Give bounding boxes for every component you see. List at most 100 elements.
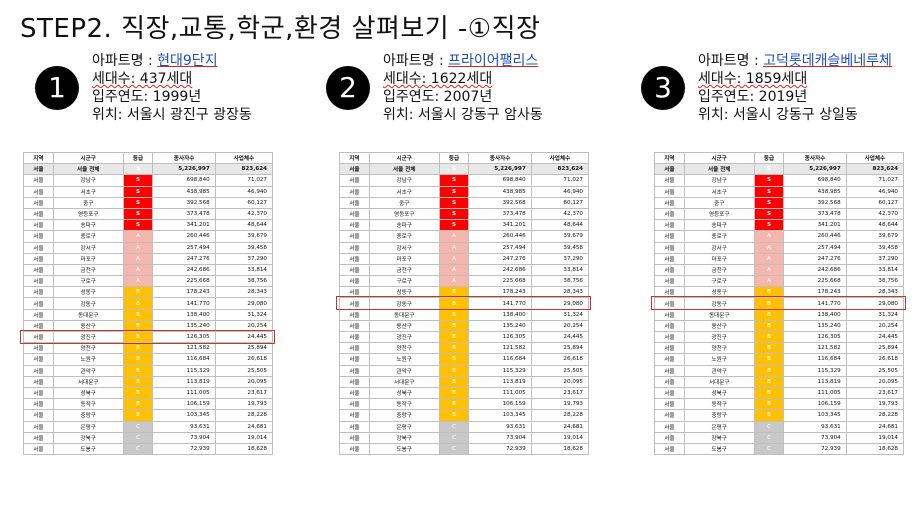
grade-cell: B [122, 342, 154, 355]
table-cell: 서울 [339, 263, 370, 277]
table-cell: 39,458 [530, 241, 590, 254]
table-row: 서울 중랑구 B 103,345 28,228 [23, 409, 274, 422]
table-row: 서울 마포구 A 247,276 37,290 [23, 252, 274, 265]
table-cell: 42,370 [530, 207, 590, 221]
table-row: 서울 성동구 B 178,243 28,343 [339, 286, 590, 299]
table-cell: 서울 [654, 308, 685, 321]
table-cell: 강북구 [368, 431, 440, 444]
households-text: 세대수: 1859세대 [698, 71, 808, 87]
table-header-cell: 시군구 [52, 151, 124, 165]
table-cell: 28,343 [845, 286, 905, 299]
grade-cell: B [438, 342, 470, 355]
table-cell: 서울 [339, 319, 370, 333]
table-row: 서울 강서구 A 257,494 39,458 [23, 241, 274, 254]
table-cell: 46,940 [845, 185, 905, 198]
grade-cell: A [122, 275, 154, 288]
table-cell: 서울 [23, 364, 54, 377]
apartment-name-line: 아파트명 : 현대9단지 [92, 52, 252, 70]
table-cell: 71,027 [845, 174, 905, 187]
grade-cell: A [122, 263, 154, 277]
table-cell: 강동구 [683, 297, 755, 310]
grade-cell: B [753, 364, 785, 377]
table-cell: 강서구 [683, 241, 755, 254]
grade-cell: B [122, 375, 154, 388]
table-cell: 24,445 [845, 330, 905, 344]
table-cell: 29,080 [530, 297, 590, 310]
table-cell: 서울 [654, 241, 685, 254]
apartment-name-link[interactable]: 현대9단지 [157, 53, 218, 69]
table-row: 서울 구로구 A 225,668 38,756 [23, 275, 274, 288]
apartment-info-3: 3 아파트명 : 고덕롯데캐슬베네루체 세대수: 1859세대 입주연도: 2019년… [641, 52, 922, 142]
table-cell: 서울 [654, 263, 685, 277]
table-cell: 종로구 [52, 230, 124, 243]
table-cell: 서울 [654, 420, 685, 433]
table-cell: 341,201 [783, 219, 847, 232]
table-cell: 72,939 [468, 442, 532, 456]
apartment-details: 아파트명 : 현대9단지 세대수: 437세대 입주연도: 1999년 위치: 서울시… [92, 52, 252, 124]
table-cell: 113,819 [152, 375, 216, 388]
table-cell: 29,080 [845, 297, 905, 310]
table-cell: 28,228 [530, 409, 590, 422]
table-cell: 금천구 [368, 263, 440, 277]
grade-cell: B [753, 308, 785, 321]
table-row: 서울 강북구 C 73,904 19,014 [654, 431, 905, 444]
table-row: 서울 종로구 A 260,446 39,679 [23, 230, 274, 243]
table-cell: 중랑구 [683, 409, 755, 422]
table-cell: 38,756 [530, 275, 590, 288]
grade-cell: S [438, 196, 470, 209]
table-cell: 강북구 [683, 431, 755, 444]
table-cell: 서울 [654, 207, 685, 221]
table-cell: 용산구 [683, 319, 755, 333]
grade-cell: A [122, 252, 154, 265]
table-cell: 서울 [23, 353, 54, 366]
table-cell: 823,624 [845, 163, 905, 176]
table-header-cell: 사업체수 [845, 151, 905, 165]
table-cell: 698,840 [152, 174, 216, 187]
table-cell: 서울 [23, 207, 54, 221]
table-cell: 도봉구 [52, 442, 124, 456]
table-row: 서울 성북구 B 111,005 23,617 [23, 386, 274, 400]
table-cell: 48,644 [214, 219, 274, 232]
grade-cell: A [753, 252, 785, 265]
table-cell: 강서구 [52, 241, 124, 254]
apartment-details: 아파트명 : 고덕롯데캐슬베네루체 세대수: 1859세대 입주연도: 2019년 위… [698, 52, 892, 124]
grade-cell: B [122, 319, 154, 333]
table-cell: 39,458 [214, 241, 274, 254]
table-cell: 20,095 [530, 375, 590, 388]
grade-cell: B [438, 364, 470, 377]
apartment-name-link[interactable]: 프라이어팰리스 [448, 53, 539, 69]
apartment-info-2: 2 아파트명 : 프라이어팰리스 세대수: 1622세대 입주연도: 2007년 위치:… [326, 52, 626, 142]
table-cell: 392,568 [152, 196, 216, 209]
table-cell: 33,814 [530, 263, 590, 277]
table-header-cell: 종사자수 [152, 151, 216, 165]
grade-cell: B [753, 342, 785, 355]
table-row: 서울 금천구 A 242,686 33,814 [23, 263, 274, 277]
table-row: 서울 은평구 C 93,631 24,681 [339, 420, 590, 433]
grade-cell: A [438, 230, 470, 243]
grade-cell: B [438, 375, 470, 388]
table-cell: 서울 [339, 241, 370, 254]
table-cell: 25,505 [845, 364, 905, 377]
table-row: 서울 송파구 S 341,201 48,644 [23, 219, 274, 232]
table-cell: 23,617 [845, 386, 905, 400]
table-cell: 서울 [339, 375, 370, 388]
table-cell: 60,127 [845, 196, 905, 209]
table-cell: 141,770 [468, 297, 532, 310]
table-cell: 72,939 [783, 442, 847, 456]
table-cell: 111,005 [468, 386, 532, 400]
table-cell: 서울 [339, 442, 370, 456]
table-cell: 257,494 [468, 241, 532, 254]
table-cell: 93,631 [783, 420, 847, 433]
table-cell: 20,254 [214, 319, 274, 333]
table-cell: 135,240 [783, 319, 847, 333]
table-cell: 서대문구 [368, 375, 440, 388]
table-cell: 도봉구 [368, 442, 440, 456]
apartment-name-link[interactable]: 고덕롯데캐슬베네루체 [763, 53, 892, 69]
table-cell: 373,478 [783, 207, 847, 221]
move-in-year-text: 입주연도: 1999년 [92, 89, 202, 105]
table-cell: 698,840 [783, 174, 847, 187]
table-cell: 260,446 [152, 230, 216, 243]
table-cell: 서울 [654, 252, 685, 265]
table-cell: 28,343 [214, 286, 274, 299]
table-row: 서울 도봉구 C 72,939 18,628 [23, 442, 274, 456]
